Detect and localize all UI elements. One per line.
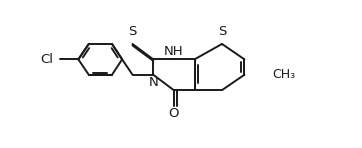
Text: N: N (149, 76, 159, 89)
Text: O: O (168, 107, 179, 120)
Text: S: S (218, 25, 226, 38)
Text: CH₃: CH₃ (273, 68, 296, 81)
Text: S: S (128, 25, 137, 38)
Text: Cl: Cl (40, 53, 53, 66)
Text: NH: NH (164, 45, 184, 58)
